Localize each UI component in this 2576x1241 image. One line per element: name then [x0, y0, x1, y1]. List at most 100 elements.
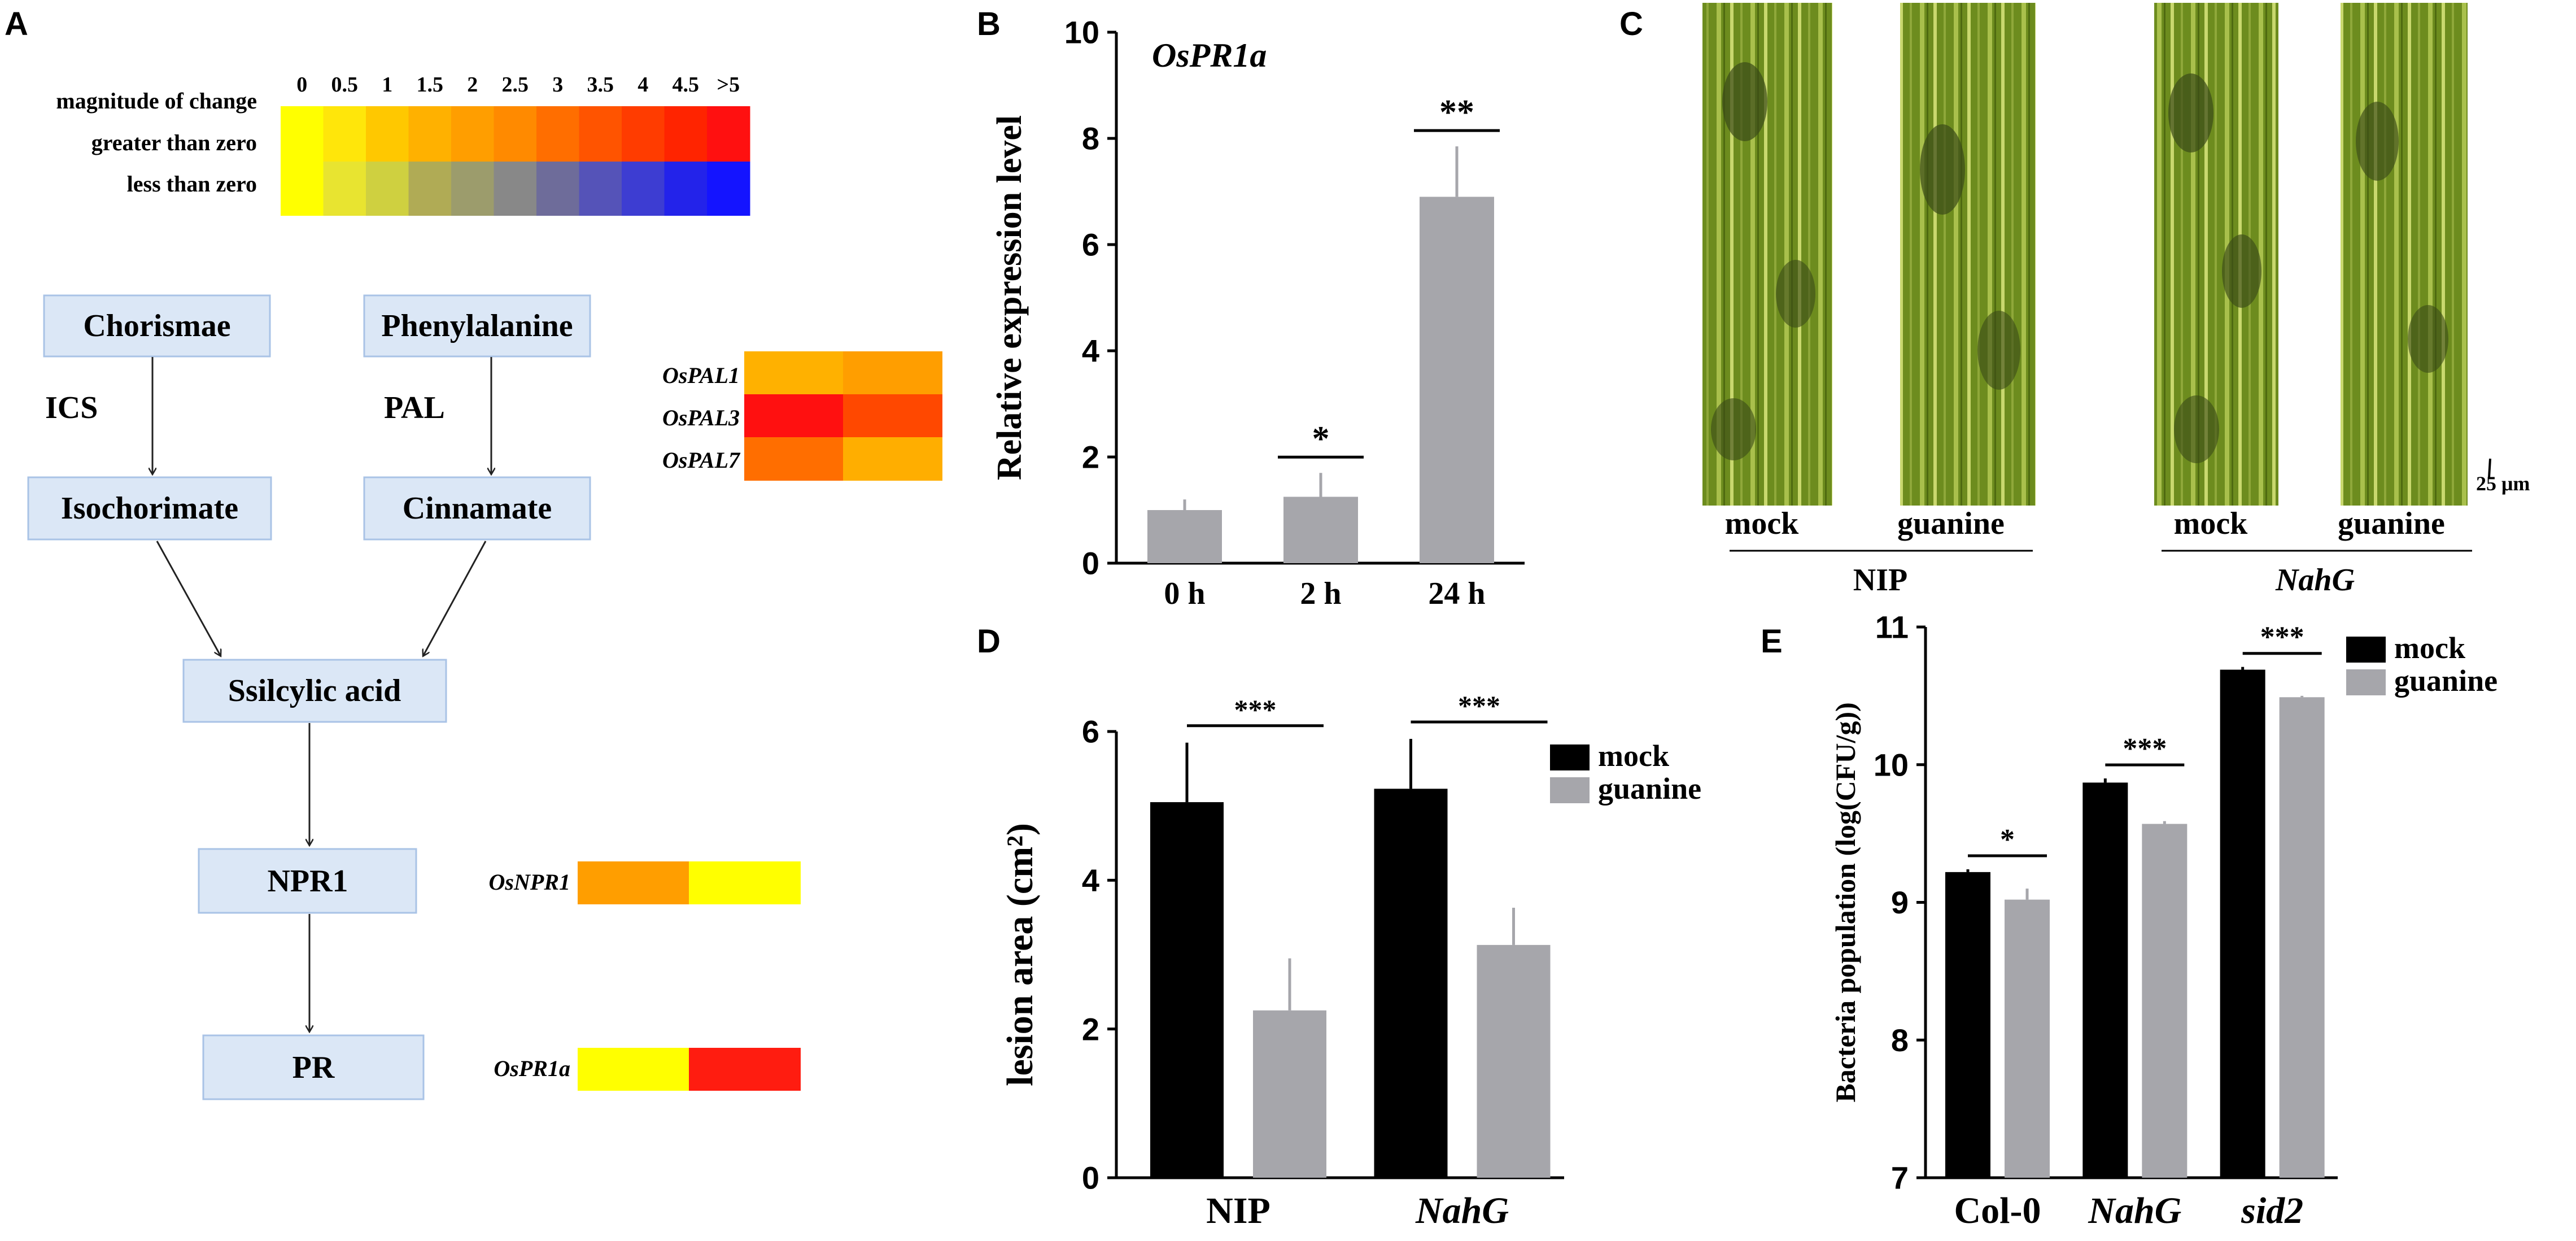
scale-tick: 1: [382, 73, 392, 97]
panel-b: B 0 2 4 6 8 10 Relative expression level OsPR1a…: [977, 6, 1525, 611]
legend-label: mock: [1598, 739, 1669, 773]
category-label: NahG: [2088, 1190, 2181, 1231]
panel-label-d: D: [977, 623, 1001, 660]
photo-label: guanine: [2338, 506, 2445, 541]
heatmap-cell: [843, 394, 942, 438]
scale-tick: >5: [717, 73, 740, 97]
pathway: Chorismae Phenylalanine ICS PAL Isochori…: [27, 294, 591, 1100]
bar: [2082, 782, 2128, 1178]
scale-row-label: less than zero: [127, 171, 257, 197]
scale-bar-label: 25 μm: [2476, 472, 2530, 495]
panel-label-e: E: [1761, 623, 1783, 660]
y-tick-label: 10: [1874, 747, 1909, 782]
scale-tick: 2.5: [502, 73, 529, 97]
scale-cell: [366, 106, 409, 162]
scale-cell: [451, 106, 495, 162]
node-cinnamate: Cinnamate: [403, 491, 552, 526]
photo-label: guanine: [1897, 506, 2005, 541]
node-pr: PR: [292, 1050, 335, 1085]
panel-a: A magnitude of change greater than zero …: [5, 6, 942, 1100]
y-tick-label: 10: [1064, 15, 1099, 50]
significance-mark: ***: [1458, 690, 1500, 721]
category-label: 24 h: [1428, 576, 1485, 611]
y-tick-label: 6: [1082, 227, 1099, 263]
bar: [1147, 510, 1222, 563]
significance-mark: *: [2000, 824, 2015, 856]
y-tick-label: 0: [1082, 1160, 1099, 1196]
heatmap-pr1a: OsPR1a: [494, 1048, 801, 1091]
scale-positive-row: [281, 106, 750, 162]
scale-cell: [323, 162, 366, 216]
scale-cell: [408, 162, 452, 216]
category-label: Col-0: [1954, 1190, 2041, 1231]
legend-label: guanine: [2394, 664, 2498, 698]
y-axis-label: lesion area (cm²): [999, 823, 1041, 1086]
scale-cell: [366, 162, 409, 216]
scale-negative-row: [281, 162, 750, 216]
gene-label: OsPAL1: [662, 363, 740, 388]
bar: [1253, 1010, 1326, 1178]
heatmap-cell: [744, 437, 844, 481]
heatmap-pal-cells: [744, 351, 942, 481]
gene-label: OsNPR1: [489, 869, 570, 895]
bar: [1477, 944, 1551, 1178]
scale-tick: 1.5: [417, 73, 444, 97]
scale-tick: 3.5: [587, 73, 614, 97]
heatmap-cell: [689, 861, 801, 904]
y-tick-label: 8: [1891, 1022, 1909, 1058]
chart-e: 7 8 9 10 11 Bacteria population (log(CFU/g)) C…: [1830, 609, 2498, 1231]
panel-e: E 7 8 9 10 11 Bacteria population (log(CFU/g)…: [1761, 609, 2498, 1231]
scale-tick: 2: [467, 73, 478, 97]
heatmap-npr1: OsNPR1: [489, 861, 801, 904]
bar: [2220, 669, 2265, 1178]
scale-cell: [579, 106, 622, 162]
significance-mark: **: [1439, 93, 1474, 132]
heatmap-cell: [689, 1048, 801, 1091]
group-label-nip: NIP: [1853, 563, 1907, 598]
scale-tick: 0: [296, 73, 307, 97]
gene-label: OsPAL3: [662, 405, 740, 430]
bar: [2005, 899, 2050, 1178]
chart-title: OsPR1a: [1152, 37, 1267, 74]
scale-bar: [2488, 458, 2491, 478]
heatmap-cell: [843, 437, 942, 481]
legend-swatch: [2346, 637, 2386, 663]
group-label-nahg: NahG: [2275, 563, 2355, 598]
node-pr-box: [202, 1034, 425, 1100]
leaf-photo-nahg-mock: [2154, 3, 2278, 506]
scale-row-label: greater than zero: [91, 130, 257, 155]
chart-b: 0 2 4 6 8 10 Relative expression level OsPR1a 0 …: [990, 15, 1525, 611]
node-phenylalanine: Phenylalanine: [381, 308, 573, 343]
leaf-photo-nip-guanine: [1900, 3, 2036, 506]
gene-label: OsPR1a: [494, 1056, 570, 1081]
scale-cell: [707, 162, 750, 216]
bar: [2279, 697, 2325, 1178]
y-axis-label: Bacteria population (log(CFU/g)): [1830, 702, 1861, 1102]
scale-cell: [622, 162, 665, 216]
photo-label: mock: [1725, 506, 1800, 541]
scale-tick: 0.5: [331, 73, 359, 97]
category-label: NahG: [1415, 1190, 1509, 1231]
scale-tick: 4: [638, 73, 648, 97]
y-tick-label: 4: [1082, 333, 1099, 369]
bar: [1945, 872, 1990, 1178]
y-tick-label: 7: [1891, 1160, 1909, 1196]
enzyme-pal: PAL: [384, 390, 445, 425]
leaf-photo-nip-mock: [1702, 3, 1832, 506]
scale-cell: [579, 162, 622, 216]
y-tick-label: 2: [1082, 439, 1099, 475]
y-tick-label: 4: [1082, 863, 1099, 898]
heatmap-npr1-cells: [578, 861, 801, 904]
significance-mark: ***: [2260, 621, 2304, 654]
y-tick-label: 2: [1082, 1011, 1099, 1047]
heatmap-cell: [744, 394, 844, 438]
node-isochorimate: Isochorimate: [61, 491, 238, 526]
scale-cell: [451, 162, 495, 216]
chart-d: 0 2 4 6 lesion area (cm²) NIP *** NahG *** mockgu…: [999, 690, 1701, 1231]
node-salicylic-acid: Ssilcylic acid: [228, 673, 401, 708]
scale-tick: 3: [552, 73, 563, 97]
scale-row-label: magnitude of change: [56, 88, 257, 114]
gene-label: OsPAL7: [662, 447, 741, 473]
scale-cell: [536, 162, 580, 216]
node-salicylic-box: [182, 659, 447, 723]
